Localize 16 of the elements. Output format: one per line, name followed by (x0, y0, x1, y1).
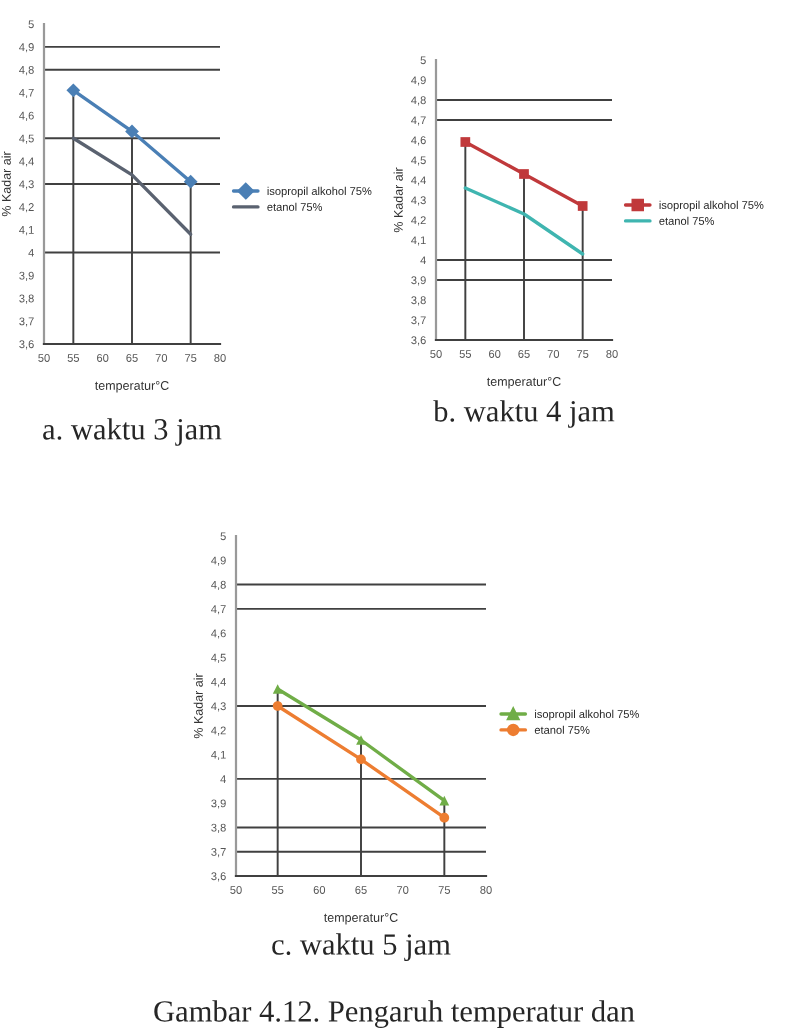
point (356, 754, 366, 765)
point (577, 201, 588, 211)
point (183, 174, 198, 189)
text: a. waktu 3 jam (43, 418, 222, 446)
text: b. waktu 4 jam (433, 400, 615, 428)
text: c. waktu 5 jam (272, 933, 451, 962)
point (66, 83, 81, 98)
point (439, 795, 450, 806)
point (125, 124, 139, 139)
text: Gambar 4.12. Pengaruh temperatur dan (154, 1000, 635, 1028)
point (519, 169, 529, 179)
point (460, 137, 471, 147)
point (272, 684, 283, 694)
point (356, 735, 366, 745)
point (272, 701, 283, 711)
point (439, 812, 450, 823)
